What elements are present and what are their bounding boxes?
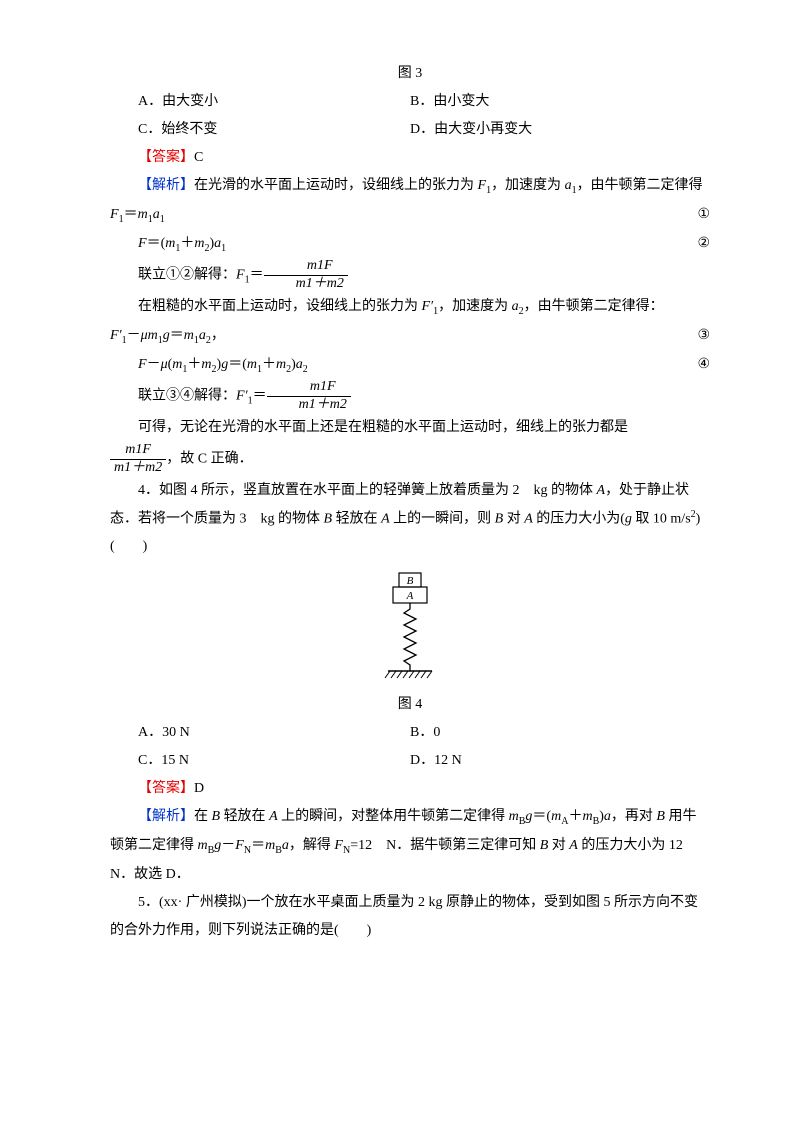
q3-option-c: C．始终不变 <box>110 116 410 144</box>
q3-conclusion-1: 可得，无论在光滑的水平面上还是在粗糙的水平面上运动时，细线上的张力都是 <box>110 414 710 442</box>
q3-eq2: F＝(m1＋m2)a1 ② <box>110 230 710 259</box>
fraction: m1Fm1＋m2 <box>264 258 348 293</box>
q4-analysis: 【解析】在 B 轻放在 A 上的瞬间，对整体用牛顿第二定律得 mBg＝(mA＋m… <box>110 803 710 889</box>
q4-option-a: A．30 N <box>110 719 410 747</box>
q3-analysis-p1: 【解析】在光滑的水平面上运动时，设细线上的张力为 F1，加速度为 a1，由牛顿第… <box>110 172 710 230</box>
q3-answer-line: 【答案】C <box>110 144 710 172</box>
q3-rough-intro: 在粗糙的水平面上运动时，设细线上的张力为 F′1，加速度为 a2，由牛顿第二定律… <box>110 293 710 322</box>
q3-solve12: 联立①②解得：F1＝m1Fm1＋m2 <box>110 258 710 293</box>
answer-label: 【答案】 <box>138 781 194 796</box>
analysis-label: 【解析】 <box>138 178 194 193</box>
q3-option-a: A．由大变小 <box>110 88 410 116</box>
q3-option-b: B．由小变大 <box>410 88 710 116</box>
q3-answer: C <box>194 150 203 165</box>
q3-options: A．由大变小 B．由小变大 C．始终不变 D．由大变小再变大 <box>110 88 710 144</box>
fig4-diagram: B A <box>380 571 440 691</box>
q4-options: A．30 N B．0 C．15 N D．12 N <box>110 719 710 775</box>
q3-eq3: F′1－μm1g＝m1a2， ③ <box>110 322 710 351</box>
q5-text: 5．(xx· 广州模拟)一个放在水平桌面上质量为 2 kg 原静止的物体，受到如… <box>110 889 710 945</box>
eq-num-3: ③ <box>697 322 710 350</box>
q4-option-b: B．0 <box>410 719 710 747</box>
eq-num-4: ④ <box>669 351 710 379</box>
q3-eq4: F－μ(m1＋m2)g＝(m1＋m2)a2 ④ <box>110 351 710 380</box>
fraction: m1Fm1＋m2 <box>267 379 351 414</box>
fig4-caption: 图 4 <box>110 691 710 719</box>
answer-label: 【答案】 <box>138 150 194 165</box>
q3-option-d: D．由大变小再变大 <box>410 116 710 144</box>
analysis-label: 【解析】 <box>138 809 194 824</box>
q3-solve34: 联立③④解得：F′1＝m1Fm1＋m2 <box>110 379 710 414</box>
eq-num-2: ② <box>669 230 710 258</box>
q3-conclusion-2: m1Fm1＋m2，故 C 正确． <box>110 442 710 477</box>
fig4-label-a: A <box>406 590 414 602</box>
q4-answer: D <box>194 781 204 796</box>
q4-option-d: D．12 N <box>410 747 710 775</box>
q4-option-c: C．15 N <box>110 747 410 775</box>
fig4-label-b: B <box>407 575 414 587</box>
fraction: m1Fm1＋m2 <box>110 442 166 477</box>
q4-answer-line: 【答案】D <box>110 775 710 803</box>
q4-text: 4．如图 4 所示，竖直放置在水平面上的轻弹簧上放着质量为 2 kg 的物体 A… <box>110 477 710 562</box>
fig3-caption: 图 3 <box>110 60 710 88</box>
eq-num-1: ① <box>669 201 710 229</box>
